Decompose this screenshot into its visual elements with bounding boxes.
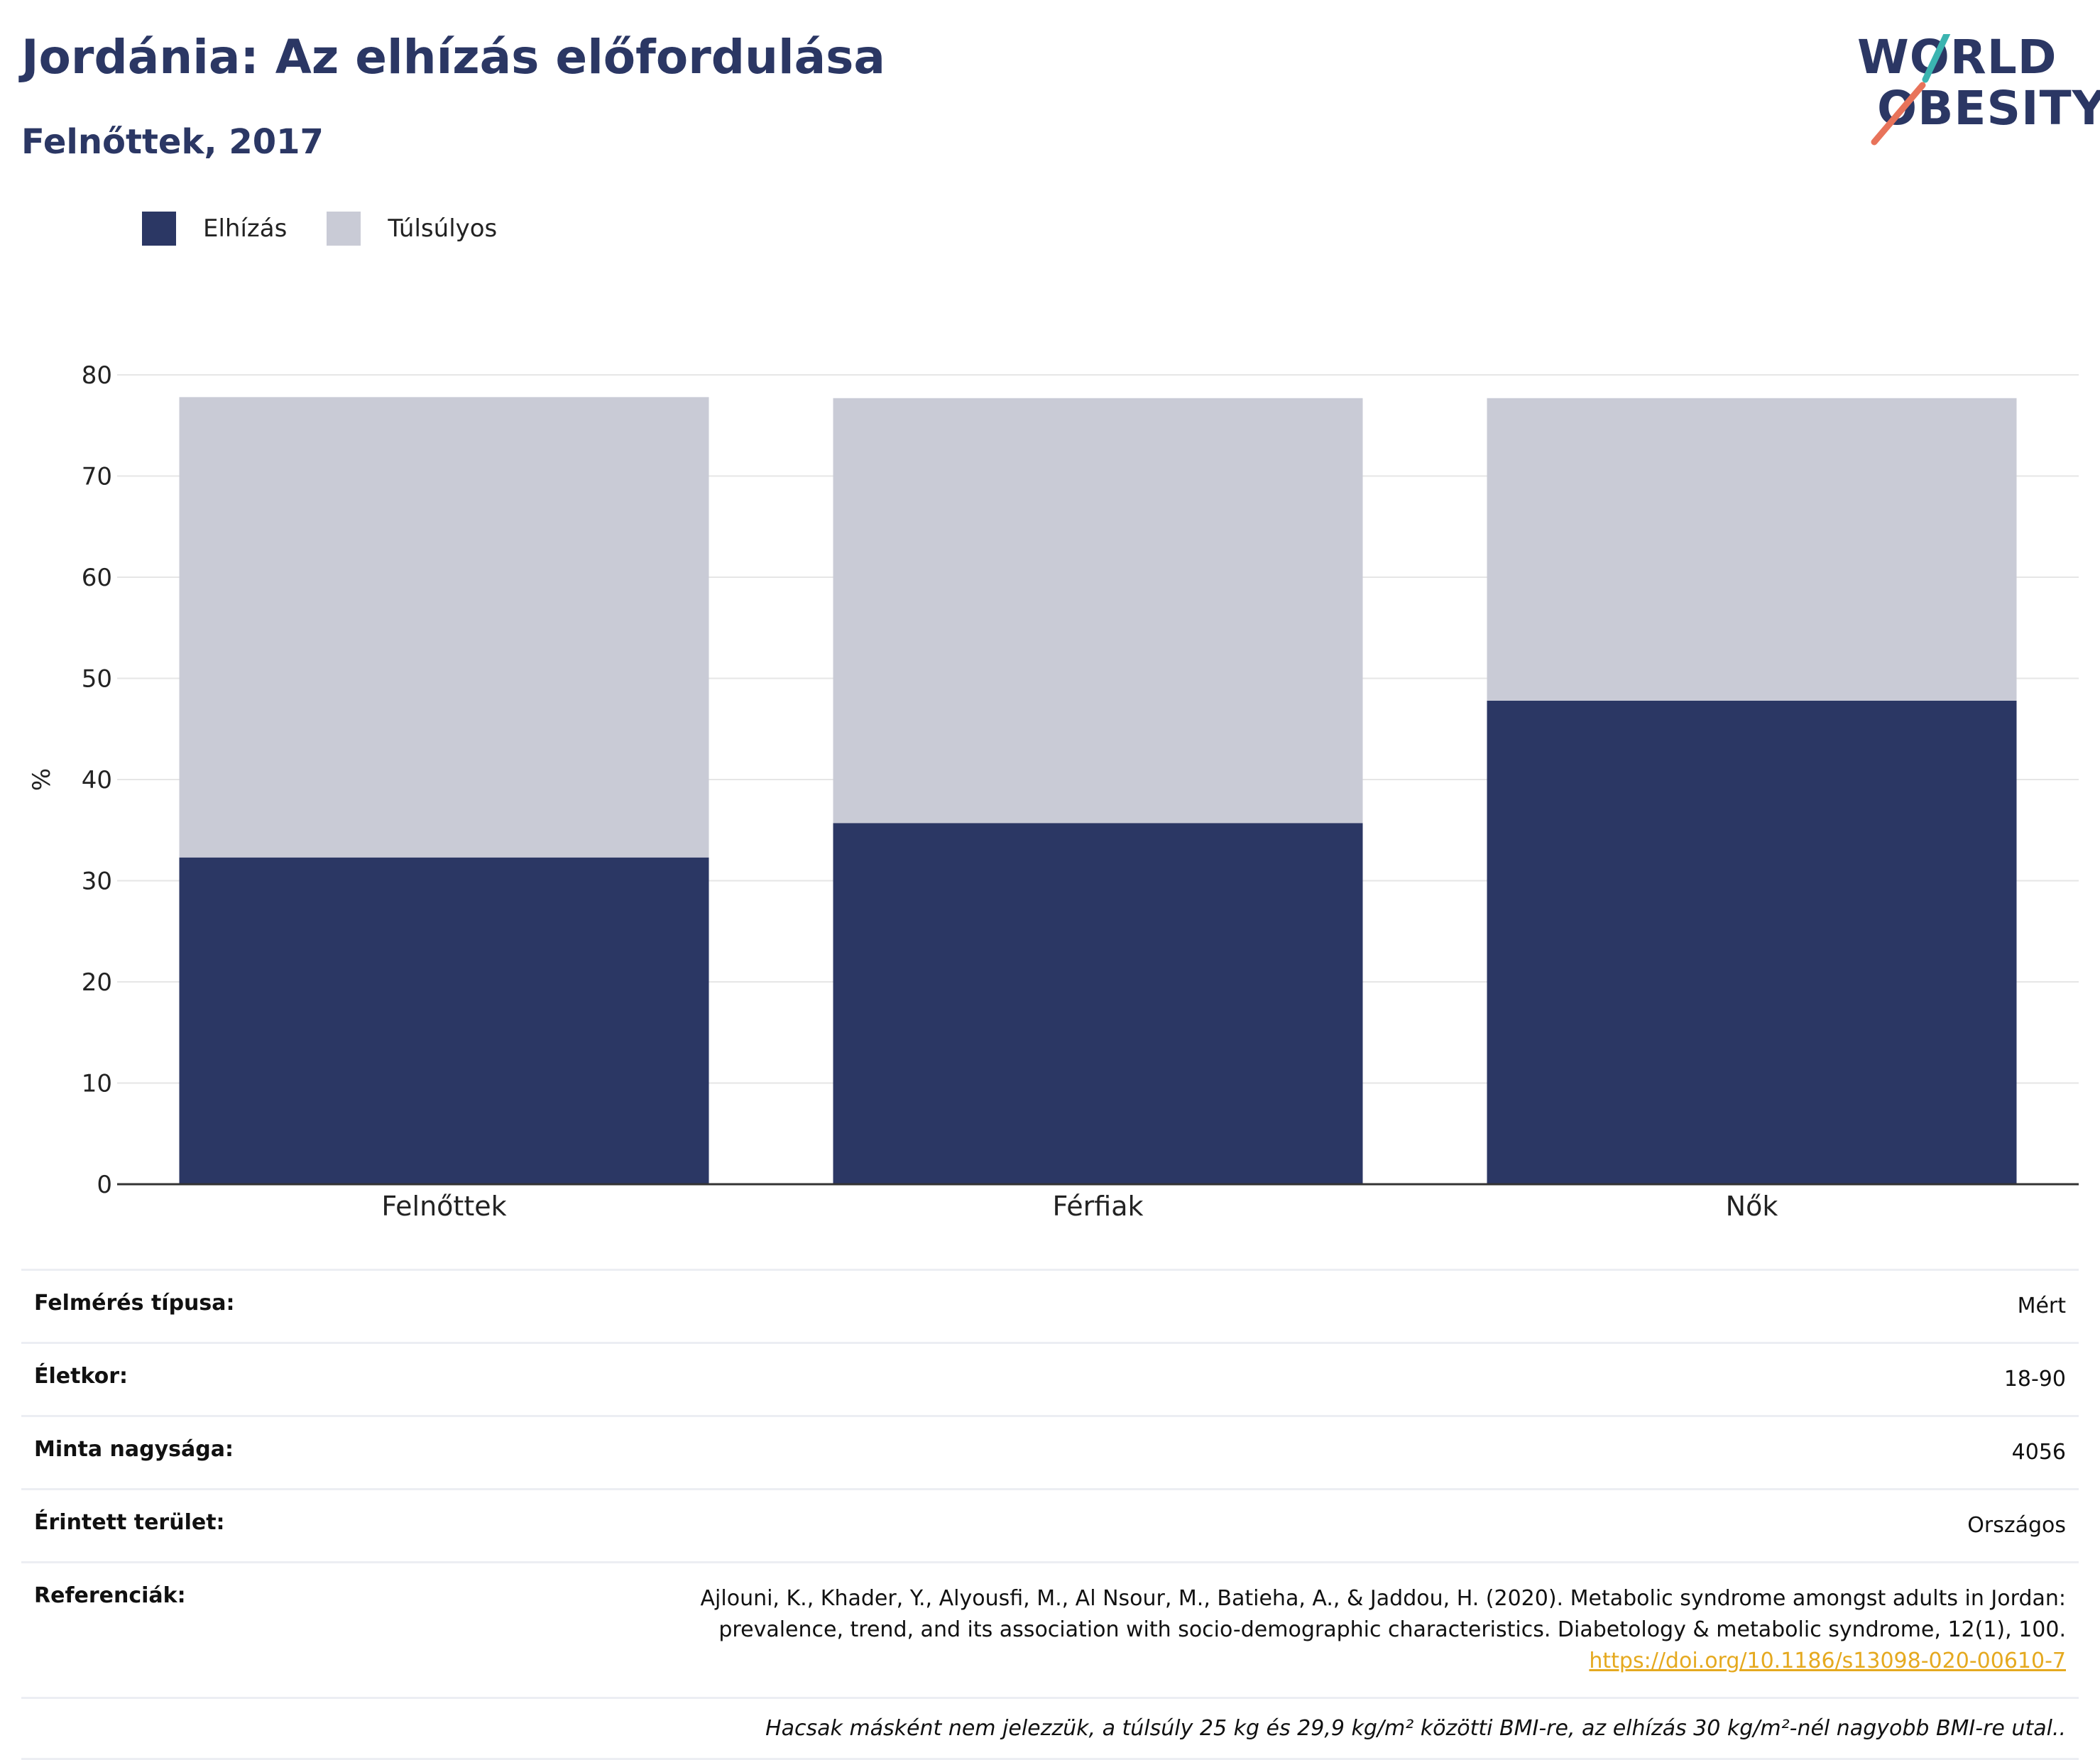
meta-row-survey-type: Felmérés típusa: Mért [21,1269,2079,1342]
meta-row-age: Életkor: 18-90 [21,1342,2079,1415]
meta-value-sample-size: 4056 [2011,1440,2066,1465]
legend-label-elhizas: Elhízás [203,214,288,243]
bar-tulsulyos-1 [833,398,1363,824]
y-tick-label-80: 80 [82,361,112,390]
y-tick-label-70: 70 [82,463,112,491]
y-tick-label-20: 20 [82,968,112,997]
reference-doi-link[interactable]: https://doi.org/10.1186/s13098-020-00610… [1589,1649,2066,1673]
chart-legend: Elhízás Túlsúlyos [142,212,537,246]
y-axis-label: % [28,768,56,791]
y-tick-label-30: 30 [82,868,112,896]
legend-swatch-elhizas [142,212,176,246]
legend-label-tulsulyos: Túlsúlyos [388,214,498,243]
y-tick-label-0: 0 [97,1171,112,1199]
reference-text-line-1: Ajlouni, K., Khader, Y., Alyousfi, M., A… [700,1586,2066,1611]
stacked-bar-chart: 0 10 20 30 40 50 60 70 80% Felnőttek Férfiak Nők [28,361,2079,1222]
logo-slash-icon [1871,34,1951,146]
meta-label-sample-size: Minta nagysága: [34,1437,234,1462]
y-tick-label-60: 60 [82,564,112,592]
meta-label-area: Érintett terület: [34,1510,225,1535]
y-tick-label-50: 50 [82,665,112,694]
meta-value-age: 18-90 [2003,1367,2066,1392]
page-subtitle: Felnőttek, 2017 [21,122,324,162]
meta-label-survey-type: Felmérés típusa: [34,1291,235,1316]
meta-row-sample-size: Minta nagysága: 4056 [21,1415,2079,1488]
page-title: Jordánia: Az elhízás előfordulása [21,30,885,84]
bar-tulsulyos-0 [179,397,709,858]
meta-value-references: Ajlouni, K., Khader, Y., Alyousfi, M., A… [34,1583,2066,1677]
meta-row-area: Érintett terület: Országos [21,1488,2079,1561]
bar-tulsulyos-2 [1487,398,2017,701]
reference-text-line-2: prevalence, trend, and its association w… [718,1617,2066,1642]
meta-label-references: Referenciák: [34,1583,186,1608]
bar-elhizas-0 [179,857,709,1184]
y-tick-label-10: 10 [82,1070,112,1098]
legend-item-tulsulyos: Túlsúlyos [327,212,497,246]
x-category-label-0: Felnőttek [381,1191,506,1222]
logo-word-world: WORLD [1857,30,2057,84]
meta-value-area: Országos [1967,1513,2066,1538]
x-category-label-1: Férfiak [1052,1191,1143,1222]
y-tick-label-40: 40 [82,766,112,794]
legend-item-elhizas: Elhízás [142,212,287,246]
legend-swatch-tulsulyos [327,212,361,246]
survey-metadata: Felmérés típusa: Mért Életkor: 18-90 Min… [21,1269,2079,1760]
world-obesity-logo: WORLD OBESITY [1846,30,2100,155]
bar-elhizas-1 [833,823,1363,1184]
x-category-label-2: Nők [1726,1191,1778,1222]
definition-note: Hacsak másként nem jelezzük, a túlsúly 2… [21,1697,2079,1760]
meta-value-survey-type: Mért [2017,1294,2066,1318]
meta-label-age: Életkor: [34,1364,128,1389]
bar-elhizas-2 [1487,700,2017,1184]
meta-row-references: Referenciák: Ajlouni, K., Khader, Y., Al… [21,1561,2079,1697]
